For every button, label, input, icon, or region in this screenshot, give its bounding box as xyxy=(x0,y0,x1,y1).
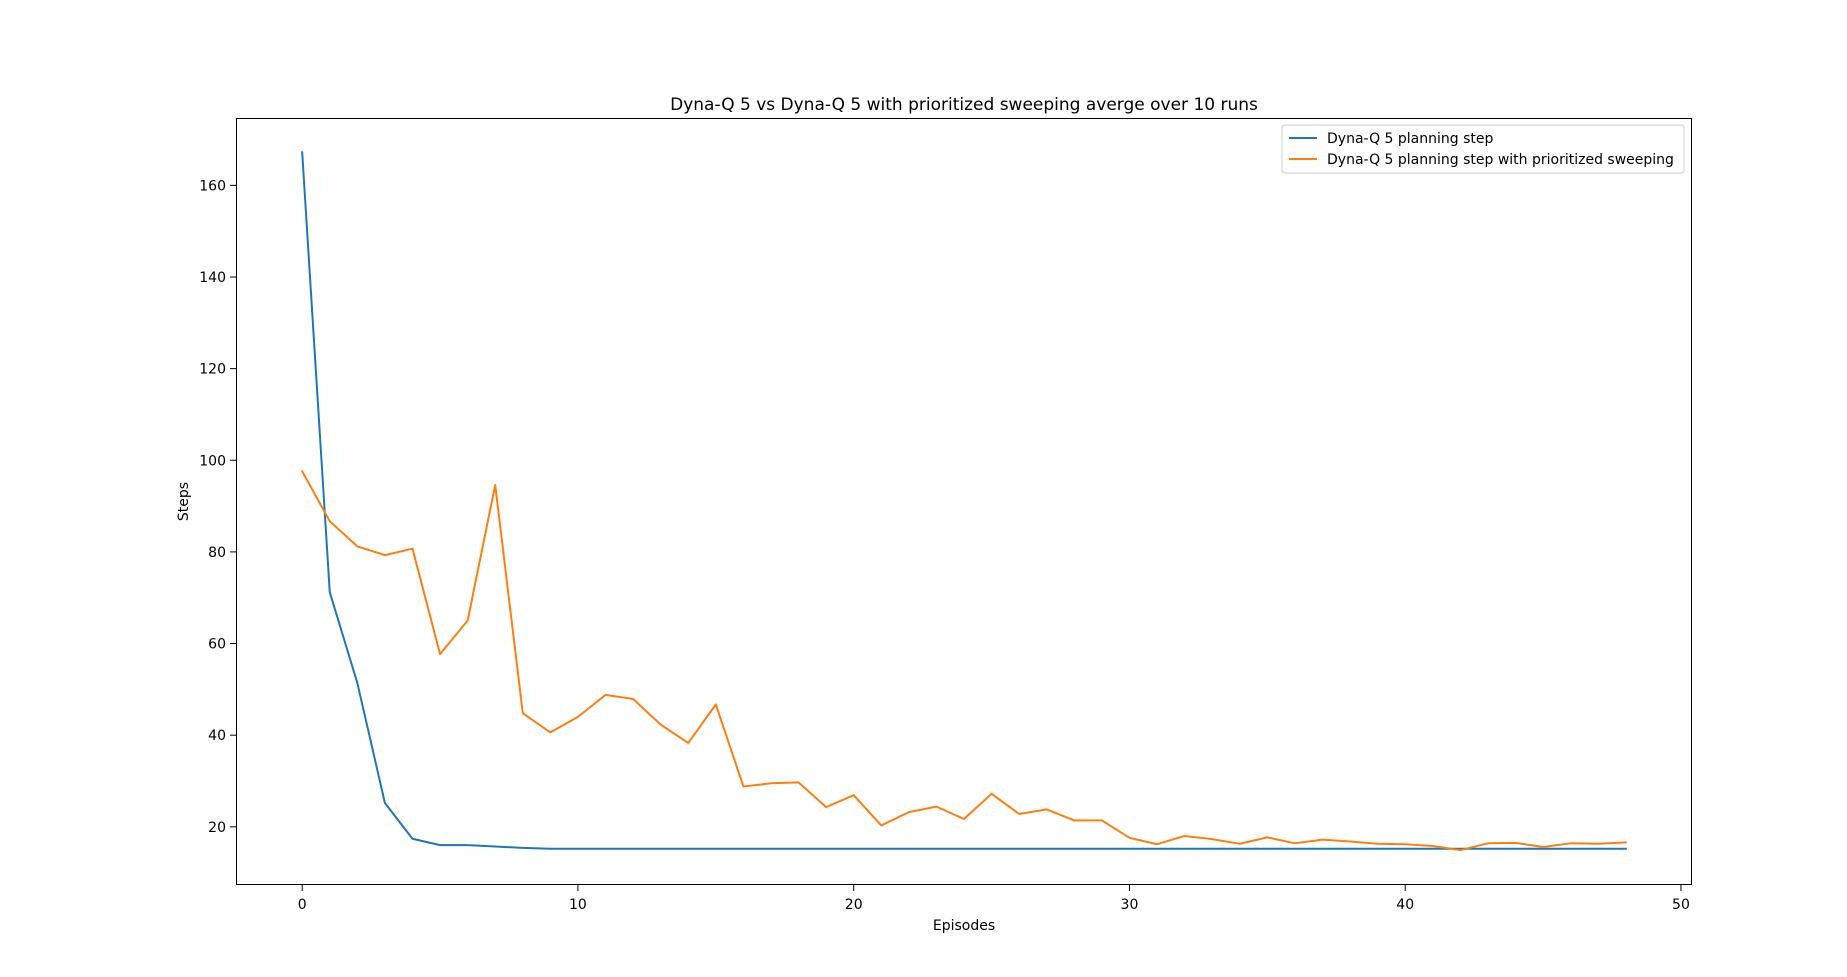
x-tick-label: 0 xyxy=(298,897,307,913)
x-axis-label: Episodes xyxy=(933,918,995,934)
legend: Dyna-Q 5 planning step Dyna-Q 5 planning … xyxy=(1281,124,1685,174)
x-tick-label: 30 xyxy=(1121,897,1139,913)
y-tick-label: 140 xyxy=(199,270,226,286)
y-tick-label: 160 xyxy=(199,178,226,194)
y-tick-label: 120 xyxy=(199,362,226,378)
x-tick-label: 10 xyxy=(569,897,587,913)
y-tick-label: 60 xyxy=(208,637,226,653)
y-axis: 20 40 60 80 100 120 140 160 xyxy=(199,178,236,836)
chart-title: Dyna-Q 5 vs Dyna-Q 5 with prioritized sw… xyxy=(670,95,1258,115)
legend-label-1: Dyna-Q 5 planning step xyxy=(1327,131,1494,147)
series-line-1 xyxy=(301,151,1627,850)
x-tick-label: 40 xyxy=(1396,897,1414,913)
y-axis-label: Steps xyxy=(176,482,192,521)
plot-frame xyxy=(236,118,1692,885)
y-tick-label: 100 xyxy=(199,453,226,469)
x-tick-label: 20 xyxy=(845,897,863,913)
series-line-2 xyxy=(300,469,1627,852)
y-tick-label: 80 xyxy=(208,545,226,561)
x-axis: 0 10 20 30 40 50 xyxy=(298,885,1690,913)
x-tick-label: 50 xyxy=(1672,897,1690,913)
series-layer xyxy=(300,151,1627,852)
y-tick-label: 40 xyxy=(208,728,226,744)
y-tick-label: 20 xyxy=(208,820,226,836)
plot-area xyxy=(236,118,1692,885)
legend-box xyxy=(1281,124,1685,174)
legend-label-2: Dyna-Q 5 planning step with prioritized … xyxy=(1327,152,1674,168)
